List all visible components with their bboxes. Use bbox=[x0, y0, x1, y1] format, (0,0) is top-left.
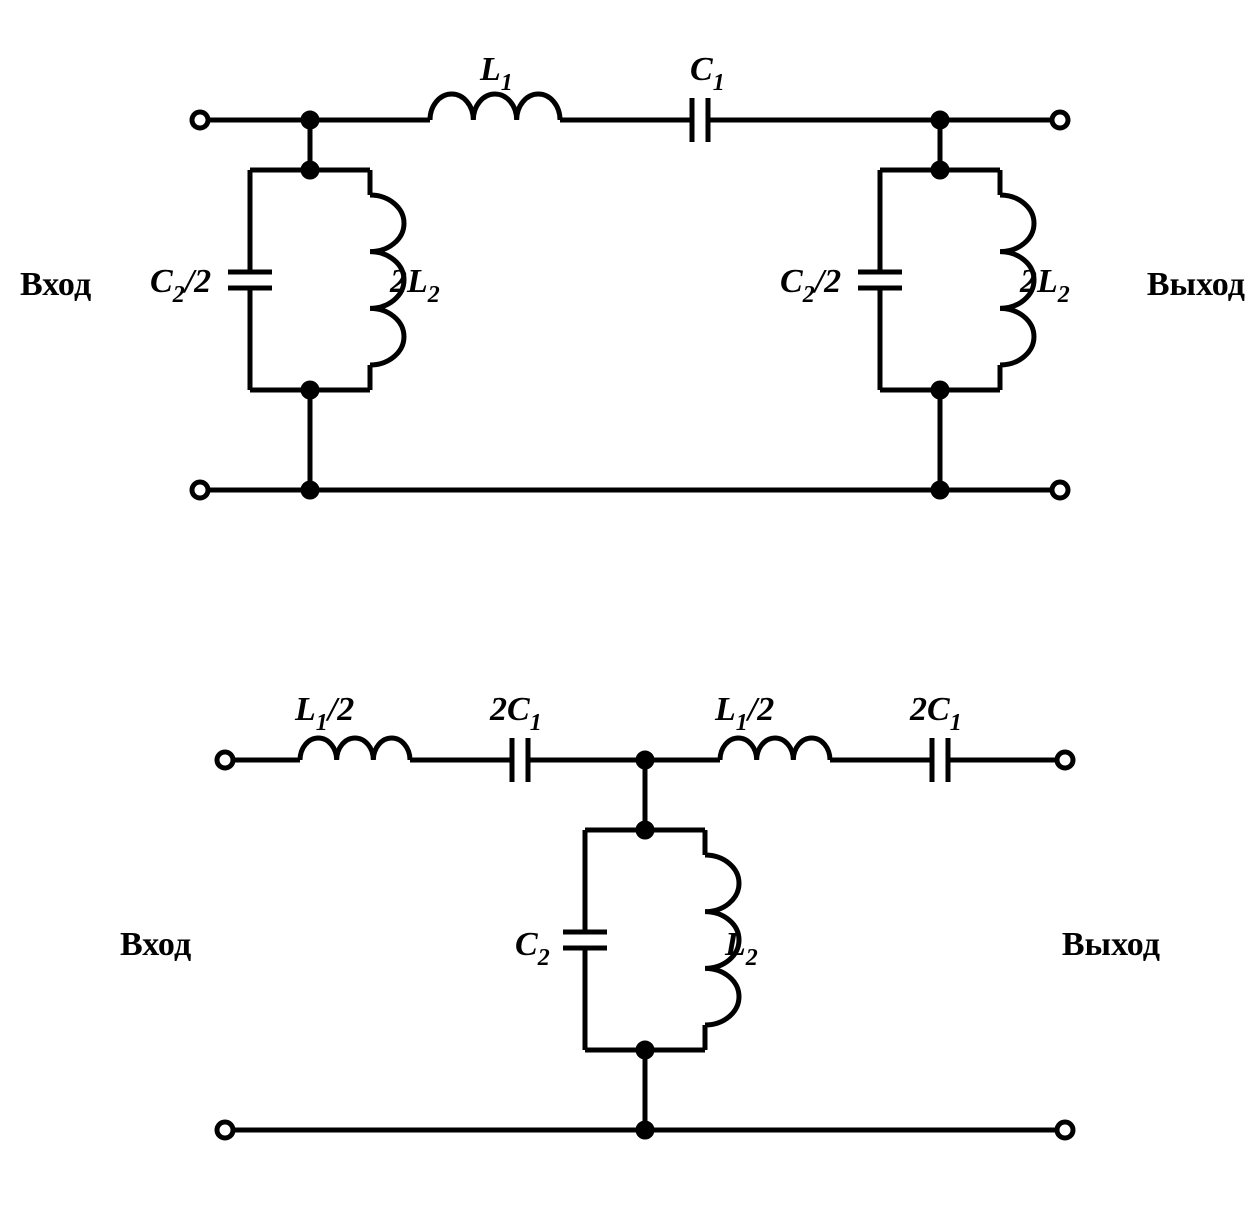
svg-text:2C1: 2C1 bbox=[909, 691, 962, 736]
svg-text:L1: L1 bbox=[479, 51, 513, 96]
svg-text:L1/2: L1/2 bbox=[294, 691, 354, 736]
svg-text:C2: C2 bbox=[515, 926, 550, 971]
svg-text:C2/2: C2/2 bbox=[150, 263, 211, 308]
svg-text:C1: C1 bbox=[690, 51, 725, 96]
svg-text:L1/2: L1/2 bbox=[714, 691, 774, 736]
svg-text:2L2: 2L2 bbox=[389, 263, 440, 308]
svg-text:2L2: 2L2 bbox=[1019, 263, 1070, 308]
svg-text:2C1: 2C1 bbox=[489, 691, 542, 736]
svg-text:Выход: Выход bbox=[1147, 266, 1245, 303]
circuit-diagram: L1 C1 C2/2 2L2 C2/2 2L2 Вход Выход L1/2 2C1 L1/2 2C… bbox=[0, 0, 1259, 1221]
svg-text:Вход: Вход bbox=[20, 266, 91, 303]
svg-text:Выход: Выход bbox=[1062, 926, 1160, 963]
svg-text:C2/2: C2/2 bbox=[780, 263, 841, 308]
svg-text:Вход: Вход bbox=[120, 926, 191, 963]
svg-text:L2: L2 bbox=[724, 926, 758, 971]
